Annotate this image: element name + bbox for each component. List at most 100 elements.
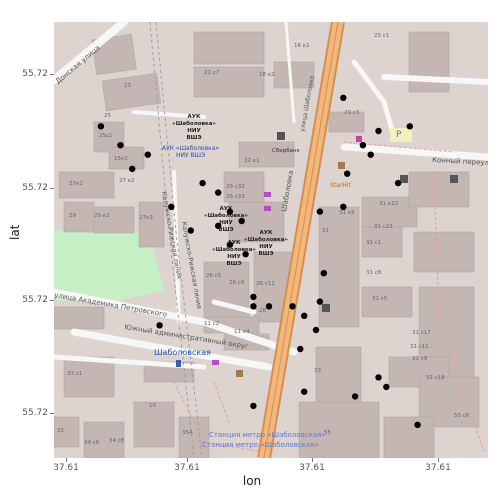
shop-icon	[450, 175, 458, 183]
scatter-point	[383, 383, 390, 391]
scatter-point	[394, 179, 402, 187]
svg-text:«Шаболовка»: «Шаболовка»	[204, 212, 248, 219]
metro-label: Станция метро «Шаболовская»	[202, 441, 319, 449]
x-tick-mark	[66, 458, 67, 462]
svg-text:ВШЭ: ВШЭ	[226, 261, 241, 267]
house-number: 55	[324, 430, 331, 436]
house-number: 27к3	[139, 215, 153, 221]
scatter-points	[97, 94, 421, 428]
x-tick-label: 37.61	[174, 463, 200, 473]
street-label: Конный переулок	[432, 156, 488, 167]
parking-label: P	[396, 130, 402, 140]
house-number: 10	[149, 403, 156, 409]
scatter-point	[215, 189, 222, 196]
house-number: 35	[57, 428, 64, 434]
y-tick-label: 55.72	[22, 295, 48, 305]
scatter-point	[226, 208, 234, 215]
park-area	[54, 230, 164, 302]
svg-text:ВШЭ: ВШЭ	[186, 135, 201, 141]
svg-text:АУК: АУК	[228, 240, 241, 246]
house-number: 31	[322, 228, 329, 234]
x-tick-mark	[187, 458, 188, 462]
metro-label: Шаболовская	[154, 348, 211, 357]
rail-lines	[149, 22, 203, 458]
house-number: 31 к5	[339, 210, 355, 216]
svg-text:АУК: АУК	[220, 206, 233, 212]
map-plot-area[interactable]: Донская улица Конный переулок улица Акад…	[54, 22, 488, 458]
bank-icon	[277, 132, 285, 140]
y-tick-mark	[50, 188, 54, 189]
x-axis-label: lon	[242, 474, 262, 488]
svg-text:АУК: АУК	[188, 114, 201, 120]
scatter-point	[250, 303, 257, 310]
house-number: 29 с3	[344, 110, 360, 116]
house-number: 26 с12	[256, 281, 275, 287]
scatter-point	[250, 293, 257, 301]
y-tick-label: 55.72	[22, 69, 48, 79]
house-number: 29	[69, 213, 76, 219]
house-number: 11 к4	[234, 329, 250, 335]
shop-icon	[400, 175, 408, 183]
svg-text:НИУ: НИУ	[187, 128, 201, 134]
x-tick-label: 37.61	[53, 463, 79, 473]
cafe-icon	[338, 162, 345, 169]
amenity-icons	[176, 132, 458, 377]
svg-text:ВШЭ: ВШЭ	[218, 227, 233, 233]
scatter-point	[297, 345, 304, 353]
house-number: 15к2	[114, 156, 128, 162]
scatter-point	[301, 312, 308, 319]
house-number: 31 с9	[412, 356, 428, 362]
footpaths	[173, 141, 485, 453]
scatter-point	[156, 322, 163, 329]
house-number: 26 с5	[206, 273, 222, 279]
svg-text:ВШЭ: ВШЭ	[258, 251, 273, 257]
house-number: 55 с6	[454, 413, 470, 419]
house-number: 25	[104, 113, 111, 119]
university-icon	[212, 360, 219, 365]
house-number: 31 с17	[412, 330, 431, 336]
scatter-point	[250, 402, 257, 410]
house-number: 29 к2	[94, 213, 110, 219]
house-number: 31 с8	[366, 270, 382, 276]
y-tick-mark	[50, 413, 54, 414]
scatter-point	[375, 127, 382, 135]
x-tick-label: 37.61	[299, 463, 325, 473]
svg-text:НИУ: НИУ	[219, 220, 233, 226]
scatter-point	[144, 151, 151, 158]
house-number: 27 к2	[119, 178, 135, 184]
shop-label: StarHit	[330, 182, 351, 189]
house-number: 31 с23	[374, 224, 393, 230]
university-label: НИУ ВШЭ	[176, 152, 205, 159]
scatter-point	[238, 217, 245, 225]
scatter-point	[117, 142, 124, 149]
house-number: 23	[124, 83, 131, 89]
university-label: АУК «Шаболовка»	[162, 145, 219, 152]
x-tick-label: 37.61	[425, 463, 451, 473]
roads-layer	[54, 22, 488, 371]
house-number: 26 с32	[226, 184, 245, 190]
house-number: 26 с33	[226, 194, 245, 200]
svg-text:НИУ: НИУ	[227, 254, 241, 260]
house-number: 16 к1	[294, 43, 310, 49]
university-icon	[264, 206, 271, 211]
house-number: 11 с2	[204, 321, 219, 327]
parking-area	[390, 128, 412, 142]
house-number: 31 с11	[410, 344, 429, 350]
svg-text:АУК: АУК	[260, 230, 273, 236]
scatter-point	[97, 123, 105, 130]
scatter-point	[168, 203, 175, 210]
scatter-point	[406, 123, 413, 130]
scatter-point	[414, 421, 421, 428]
scatter-point	[289, 303, 296, 310]
university-labels: АУК «Шаболовка» НИУ ВШЭ АУК «Шаболовка» …	[172, 114, 288, 267]
house-number: 21 с7	[204, 70, 220, 76]
scatter-point	[187, 227, 194, 234]
scatter-point	[375, 374, 382, 381]
scatter-point	[215, 222, 222, 229]
x-tick-mark	[312, 458, 313, 462]
cafe-icon	[236, 370, 243, 377]
house-number: 33 с1	[67, 371, 82, 377]
svg-text:НИУ: НИУ	[259, 244, 273, 250]
house-number: 33	[314, 368, 321, 374]
scatter-point	[340, 94, 347, 102]
